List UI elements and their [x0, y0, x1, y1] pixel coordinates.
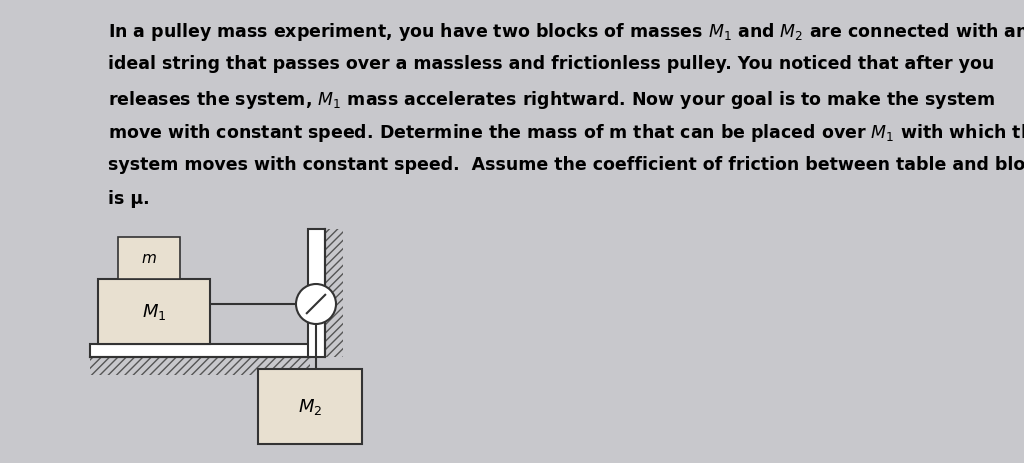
Text: is μ.: is μ.	[108, 190, 150, 208]
Bar	[90, 344, 310, 357]
Text: releases the system, $M_1$ mass accelerates rightward. Now your goal is to make : releases the system, $M_1$ mass accelera…	[108, 88, 995, 110]
Circle shape	[296, 284, 336, 324]
Text: ideal string that passes over a massless and frictionless pulley. You noticed th: ideal string that passes over a massless…	[108, 55, 993, 73]
Bar	[98, 279, 210, 344]
Bar	[90, 357, 310, 375]
Text: m: m	[141, 251, 157, 266]
Text: $M_2$: $M_2$	[298, 397, 323, 417]
Text: In a pulley mass experiment, you have two blocks of masses $M_1$ and $M_2$ are c: In a pulley mass experiment, you have tw…	[108, 21, 1024, 43]
Text: system moves with constant speed.  Assume the coefficient of friction between ta: system moves with constant speed. Assume…	[108, 156, 1024, 174]
Bar	[118, 238, 180, 279]
Bar	[325, 230, 343, 357]
Text: move with constant speed. Determine the mass of m that can be placed over $M_1$ : move with constant speed. Determine the …	[108, 122, 1024, 144]
Bar	[258, 369, 362, 444]
Bar	[308, 230, 325, 357]
Text: $M_1$: $M_1$	[141, 302, 166, 322]
